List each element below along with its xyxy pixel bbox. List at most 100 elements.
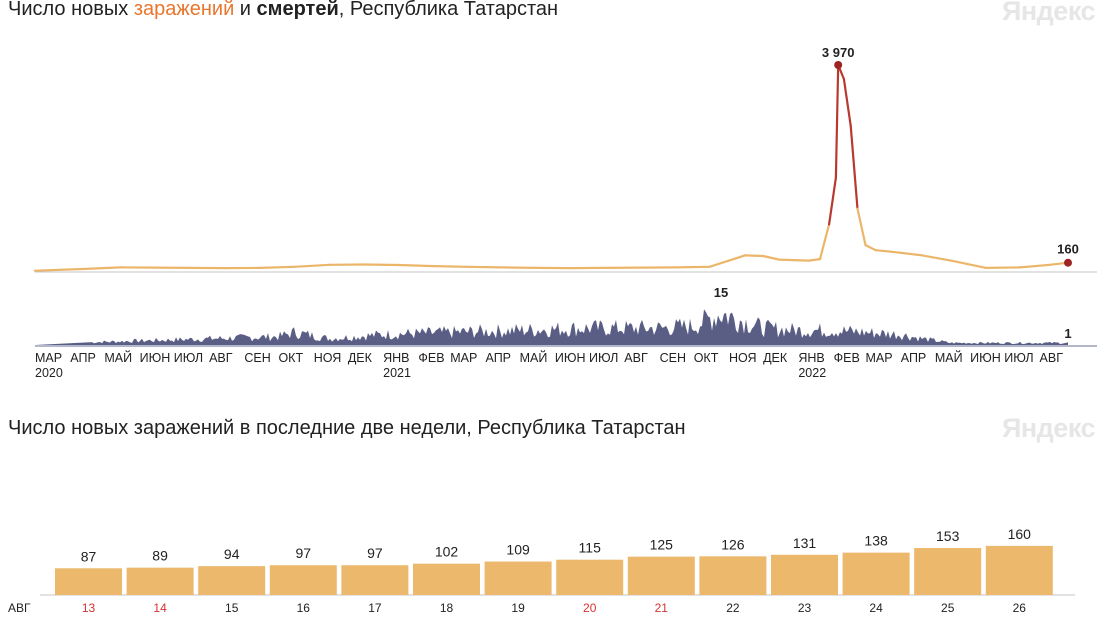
last-deaths-label: 1	[1064, 326, 1071, 341]
cases-line-segment	[708, 259, 731, 268]
bar-day-label: 21	[655, 601, 669, 615]
cases-line-segment	[885, 250, 902, 254]
bar-value-label: 160	[1008, 526, 1032, 542]
cases-line-segment	[1019, 263, 1051, 269]
bar-value-label: 87	[81, 548, 97, 564]
deaths-area	[35, 309, 1068, 345]
bar-value-label: 126	[721, 536, 745, 552]
bar-value-label: 131	[793, 535, 817, 551]
x-tick-label: ФЕВ	[834, 351, 860, 365]
bar	[914, 548, 982, 595]
x-tick-label: АВГ	[1040, 351, 1064, 365]
peak-label: 3 970	[822, 45, 855, 60]
bottom-chart: 87 13 89 14 94 15 97 16 97 17 102 18 109 19 115 20 125 21…	[8, 526, 1075, 615]
bar-day-label: 23	[798, 601, 812, 615]
x-tick-label: ЯНВ	[798, 351, 824, 365]
x-tick-label: МАР	[865, 351, 892, 365]
x-tick-label: МАЙ	[935, 350, 963, 365]
cases-line-segment	[465, 265, 503, 269]
x-tick-label: ОКТ	[694, 351, 719, 365]
x-tick-label: АВГ	[624, 351, 648, 365]
x-tick-label: ИЮЛ	[174, 351, 203, 365]
bar	[771, 554, 838, 595]
cases-line-segment	[674, 265, 711, 269]
bar	[198, 566, 266, 595]
cases-line-segment	[834, 63, 840, 179]
cases-line-segment	[921, 254, 952, 262]
bar-value-label: 115	[579, 540, 602, 556]
bar	[413, 563, 480, 595]
bar	[341, 565, 409, 595]
bar-day-label: 26	[1013, 601, 1027, 615]
bar	[126, 567, 194, 595]
cases-line-segment	[984, 266, 1022, 269]
bar-day-label: 19	[511, 601, 525, 615]
bar-day-label: 18	[440, 601, 454, 615]
bar-day-label: 25	[941, 601, 955, 615]
cases-line-segment	[293, 263, 331, 268]
bar-month-label: АВГ	[8, 601, 31, 615]
title-prefix: Число новых	[8, 0, 134, 20]
cases-line-segment	[761, 254, 781, 261]
year-label: 2022	[798, 366, 826, 380]
bar-value-label: 102	[435, 544, 459, 560]
cases-line-segment	[807, 258, 822, 262]
x-tick-label: МАЙ	[520, 350, 548, 365]
last-cases-label: 160	[1057, 242, 1079, 257]
bar-day-label: 15	[225, 601, 239, 615]
cases-line-segment	[259, 265, 296, 269]
bar-day-label: 16	[297, 601, 311, 615]
yandex-logo-top: Яндекс	[1001, 0, 1096, 26]
bar	[269, 565, 337, 595]
bottom-chart-title: Число новых заражений в последние две не…	[8, 417, 686, 439]
cases-line-segment	[856, 207, 867, 247]
x-tick-label: ИЮЛ	[1004, 351, 1033, 365]
bar-value-label: 125	[650, 537, 674, 553]
bar	[985, 545, 1053, 595]
bar-value-label: 153	[936, 528, 960, 544]
x-tick-label: ДЕК	[348, 351, 373, 365]
yandex-logo-bottom: Яндекс	[1001, 413, 1096, 443]
bar-value-label: 94	[224, 546, 240, 562]
bar-day-label: 24	[869, 601, 883, 615]
x-tick-label: НОЯ	[729, 351, 757, 365]
bar-value-label: 89	[152, 548, 168, 564]
cases-line-segment	[33, 267, 88, 272]
bar-day-label: 13	[82, 601, 96, 615]
x-tick-label: АВГ	[209, 351, 233, 365]
bar	[842, 552, 910, 595]
x-tick-label: ОКТ	[278, 351, 303, 365]
x-tick-label: МАР	[35, 351, 62, 365]
bar	[55, 568, 122, 595]
x-tick-label: ИЮН	[555, 351, 586, 365]
x-tick-label: ДЕК	[763, 351, 788, 365]
x-tick-label: ЯНВ	[383, 351, 409, 365]
bar-value-label: 138	[864, 533, 888, 549]
cases-line-segment	[777, 258, 810, 262]
x-tick-label: МАР	[450, 351, 477, 365]
cases-line-segment	[362, 263, 401, 267]
x-tick-label: АПР	[901, 351, 927, 365]
cases-line-segment	[398, 263, 436, 268]
bar	[699, 556, 767, 595]
cases-line-segment	[949, 259, 988, 269]
cases-line-segment	[818, 223, 831, 261]
title-infections: заражений	[133, 0, 235, 20]
cases-line-segment	[849, 124, 859, 210]
x-tick-label: НОЯ	[314, 351, 342, 365]
title-middle: и	[234, 0, 257, 20]
cases-line-segment	[727, 254, 747, 262]
x-tick-label: ИЮН	[140, 351, 171, 365]
deaths-peak-label: 15	[714, 285, 728, 300]
cases-line-segment	[874, 249, 889, 253]
last-cases-marker	[1064, 258, 1072, 267]
x-tick-label: СЕН	[244, 351, 270, 365]
bar	[627, 556, 695, 595]
x-tick-label: СЕН	[660, 351, 686, 365]
bar-value-label: 97	[367, 545, 383, 561]
bar-value-label: 109	[506, 542, 530, 558]
bar-value-label: 97	[296, 545, 312, 561]
bar-day-label: 14	[153, 601, 167, 615]
cases-line-segment	[842, 77, 852, 127]
